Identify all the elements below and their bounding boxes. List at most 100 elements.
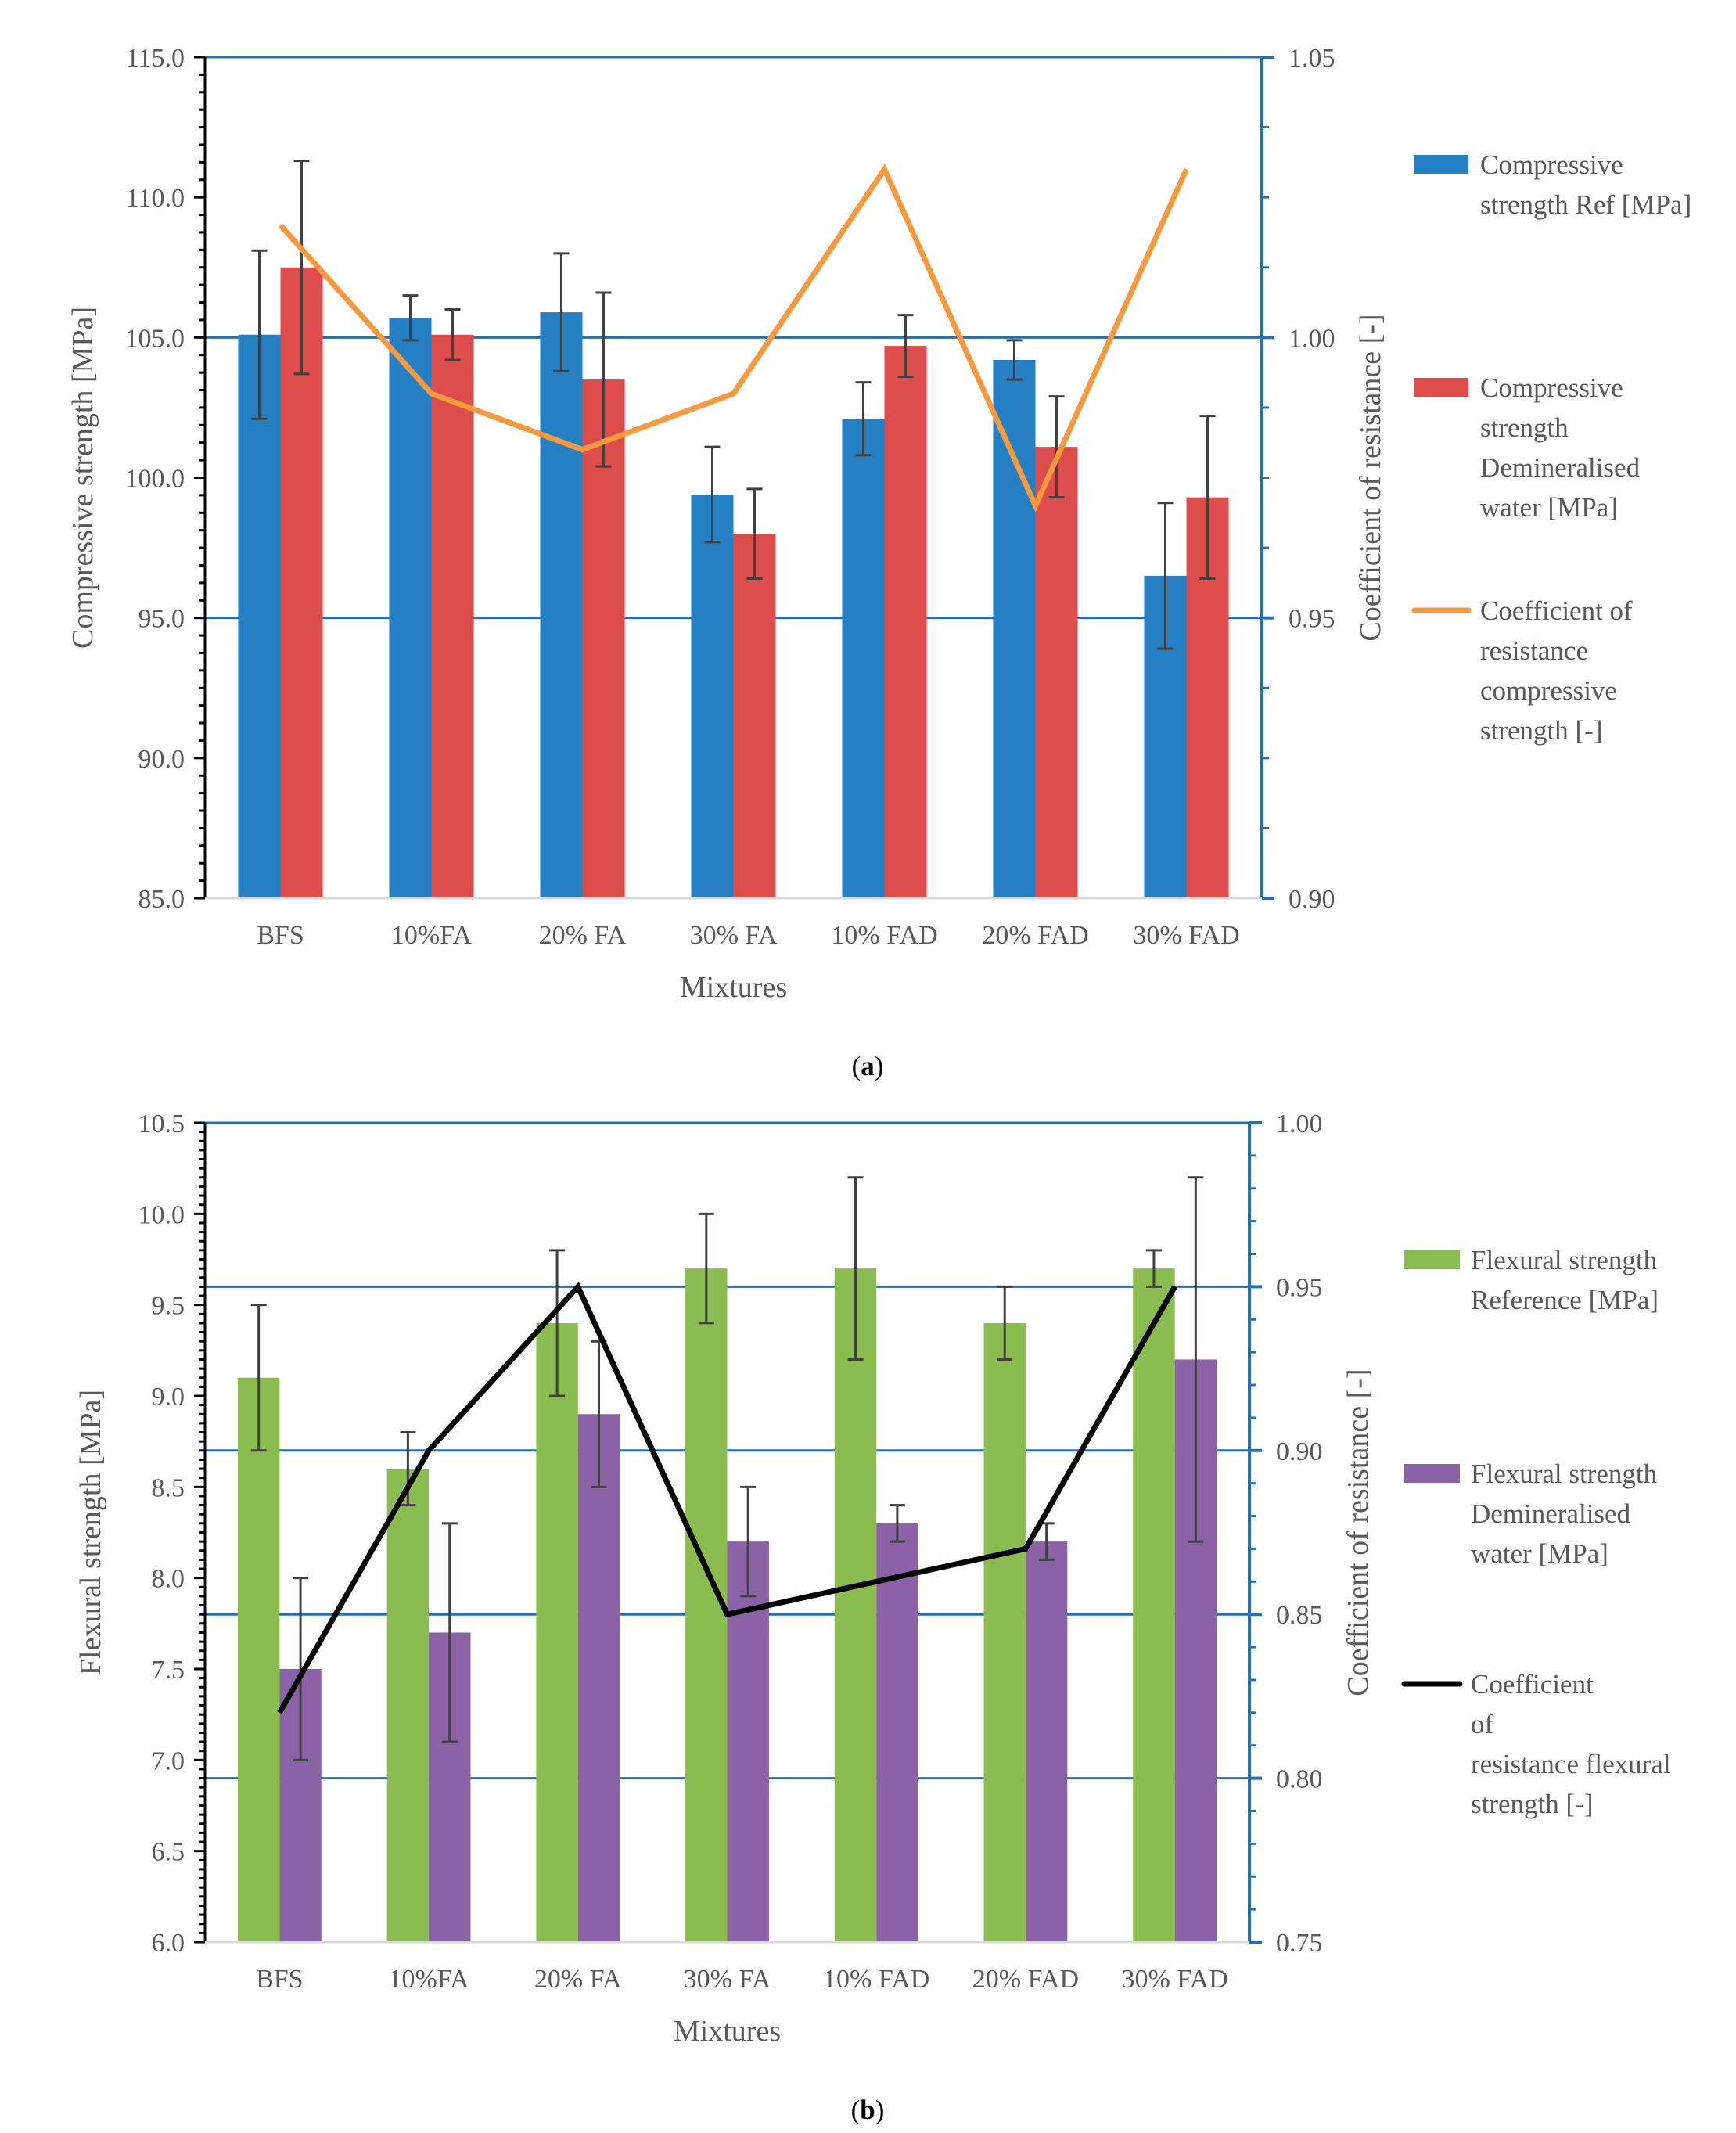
x-tick-label: 10%FA xyxy=(388,1965,469,1994)
legend-item: Compressive strength Demineralised water [M… xyxy=(1414,372,1641,523)
legend-label: compressive xyxy=(1480,675,1617,706)
y2-tick-label: 0.95 xyxy=(1276,1273,1323,1302)
legend-item: Flexural strength Reference [MPa] xyxy=(1404,1245,1659,1315)
x-tick-label: BFS xyxy=(256,1965,304,1994)
legend-label: Flexural strength xyxy=(1471,1459,1658,1489)
x-tick-label: 20% FA xyxy=(534,1965,622,1994)
y-axis-title-right: Coefficient of resistance [-] xyxy=(1342,1369,1375,1696)
x-tick-label: 30% FA xyxy=(684,1965,771,1994)
legend-label: strength xyxy=(1480,412,1569,443)
y-tick-label: 105.0 xyxy=(125,324,185,353)
bar xyxy=(993,360,1035,898)
x-tick-label: 10% FAD xyxy=(831,921,937,950)
bar xyxy=(1133,1268,1174,1942)
y-ticks-right: 0.90 0.95 1.00 1.05 xyxy=(1262,44,1335,914)
legend-swatch xyxy=(1404,1250,1460,1269)
legend-label: Coefficient xyxy=(1471,1669,1594,1700)
legend-label: Flexural strength xyxy=(1471,1245,1658,1275)
x-axis-title: Mixtures xyxy=(680,971,787,1004)
bar xyxy=(876,1523,918,1942)
y-tick-label: 7.0 xyxy=(152,1746,185,1775)
legend-item: Coefficient of resistance flexural strength… xyxy=(1404,1669,1671,1819)
x-tick-label: 20% FAD xyxy=(982,921,1088,950)
y-axis-title-right: Coefficient of resistance [-] xyxy=(1354,314,1387,641)
legend-swatch xyxy=(1414,378,1468,397)
legend-label: water [MPa] xyxy=(1471,1538,1608,1569)
y-tick-label: 6.0 xyxy=(152,1929,185,1958)
y-tick-label: 8.0 xyxy=(152,1565,185,1594)
y-tick-label: 9.0 xyxy=(152,1383,185,1412)
y2-tick-label: 1.00 xyxy=(1289,324,1335,353)
panel-label-a: (a) xyxy=(852,1051,884,1081)
bar xyxy=(536,1323,577,1942)
x-tick-label: 30% FAD xyxy=(1133,921,1239,950)
legend-item: Coefficient of resistance compressive stren… xyxy=(1414,595,1633,746)
x-axis-title: Mixtures xyxy=(674,2015,781,2048)
y-tick-label: 95.0 xyxy=(138,605,185,634)
y-axis-title-left: Compressive strength [MPa] xyxy=(66,307,99,649)
x-tick-label: 30% FAD xyxy=(1121,1965,1227,1994)
bar xyxy=(238,1378,279,1942)
legend-item: Compressive strength Ref [MPa] xyxy=(1414,149,1691,220)
y-ticks-left: 6.06.57.07.58.08.59.09.510.010.5 xyxy=(138,1110,206,1958)
y-tick-label: 8.5 xyxy=(152,1473,185,1502)
bar xyxy=(432,335,474,898)
legend-label: strength Ref [MPa] xyxy=(1480,189,1691,220)
chart-panel-b: 6.06.57.07.58.08.59.09.510.010.50.750.80… xyxy=(74,1110,1671,2048)
x-tick-label: 10%FA xyxy=(391,921,473,950)
y2-tick-label: 0.75 xyxy=(1276,1929,1323,1958)
legend-label: strength [-] xyxy=(1480,715,1602,746)
y-tick-label: 6.5 xyxy=(152,1838,185,1867)
y2-tick-label: 0.80 xyxy=(1276,1765,1323,1794)
y-tick-label: 90.0 xyxy=(138,745,185,774)
y2-tick-label: 0.85 xyxy=(1276,1601,1323,1630)
bar xyxy=(389,318,431,898)
y2-tick-label: 1.00 xyxy=(1276,1110,1323,1138)
legend-swatch xyxy=(1404,1464,1460,1483)
legend-label: water [MPa] xyxy=(1480,492,1618,523)
y2-tick-label: 1.05 xyxy=(1289,44,1335,73)
y-tick-label: 10.5 xyxy=(138,1110,185,1138)
panel-label-b: (b) xyxy=(851,2095,885,2125)
legend-item: Flexural strength Demineralised water [MPa… xyxy=(1404,1459,1658,1569)
bar xyxy=(842,419,884,898)
legend-label: resistance flexural xyxy=(1471,1749,1671,1779)
bar xyxy=(691,495,733,898)
legend-label: Compressive xyxy=(1480,372,1623,403)
bar xyxy=(984,1323,1026,1942)
bar xyxy=(1026,1541,1067,1942)
bar xyxy=(734,534,776,898)
bar xyxy=(728,1541,769,1942)
legend-label: resistance xyxy=(1480,635,1588,666)
legend-label: Compressive xyxy=(1480,149,1623,180)
y2-tick-label: 0.90 xyxy=(1289,885,1335,914)
bar xyxy=(387,1469,429,1942)
legend-label: strength [-] xyxy=(1471,1789,1593,1819)
legend-label: of xyxy=(1471,1709,1494,1739)
y-tick-label: 100.0 xyxy=(125,465,185,494)
x-tick-label: 20% FA xyxy=(539,921,627,950)
x-tick-label: 10% FAD xyxy=(823,1965,929,1994)
x-tick-label: BFS xyxy=(257,921,304,950)
bar xyxy=(578,1414,620,1942)
legend-label: Demineralised xyxy=(1471,1498,1631,1529)
legend-label: Demineralised xyxy=(1480,452,1641,483)
y2-tick-label: 0.95 xyxy=(1289,605,1335,634)
y-ticks-right: 0.75 0.80 0.85 0.90 0.95 1.00 xyxy=(1249,1110,1323,1958)
bar xyxy=(1036,447,1078,898)
chart-panel-a: 85.090.095.0100.0105.0110.0115.00.900.95… xyxy=(66,44,1691,1004)
y-axis-title-left: Flexural strength [MPa] xyxy=(74,1390,107,1675)
legend-label: Coefficient of xyxy=(1480,595,1633,626)
x-tick-label: 20% FAD xyxy=(972,1965,1079,1994)
legend-label: Reference [MPa] xyxy=(1471,1285,1659,1315)
y2-tick-label: 0.90 xyxy=(1276,1437,1323,1466)
bar xyxy=(540,312,582,898)
legend-swatch xyxy=(1414,155,1468,174)
bar xyxy=(885,346,927,898)
